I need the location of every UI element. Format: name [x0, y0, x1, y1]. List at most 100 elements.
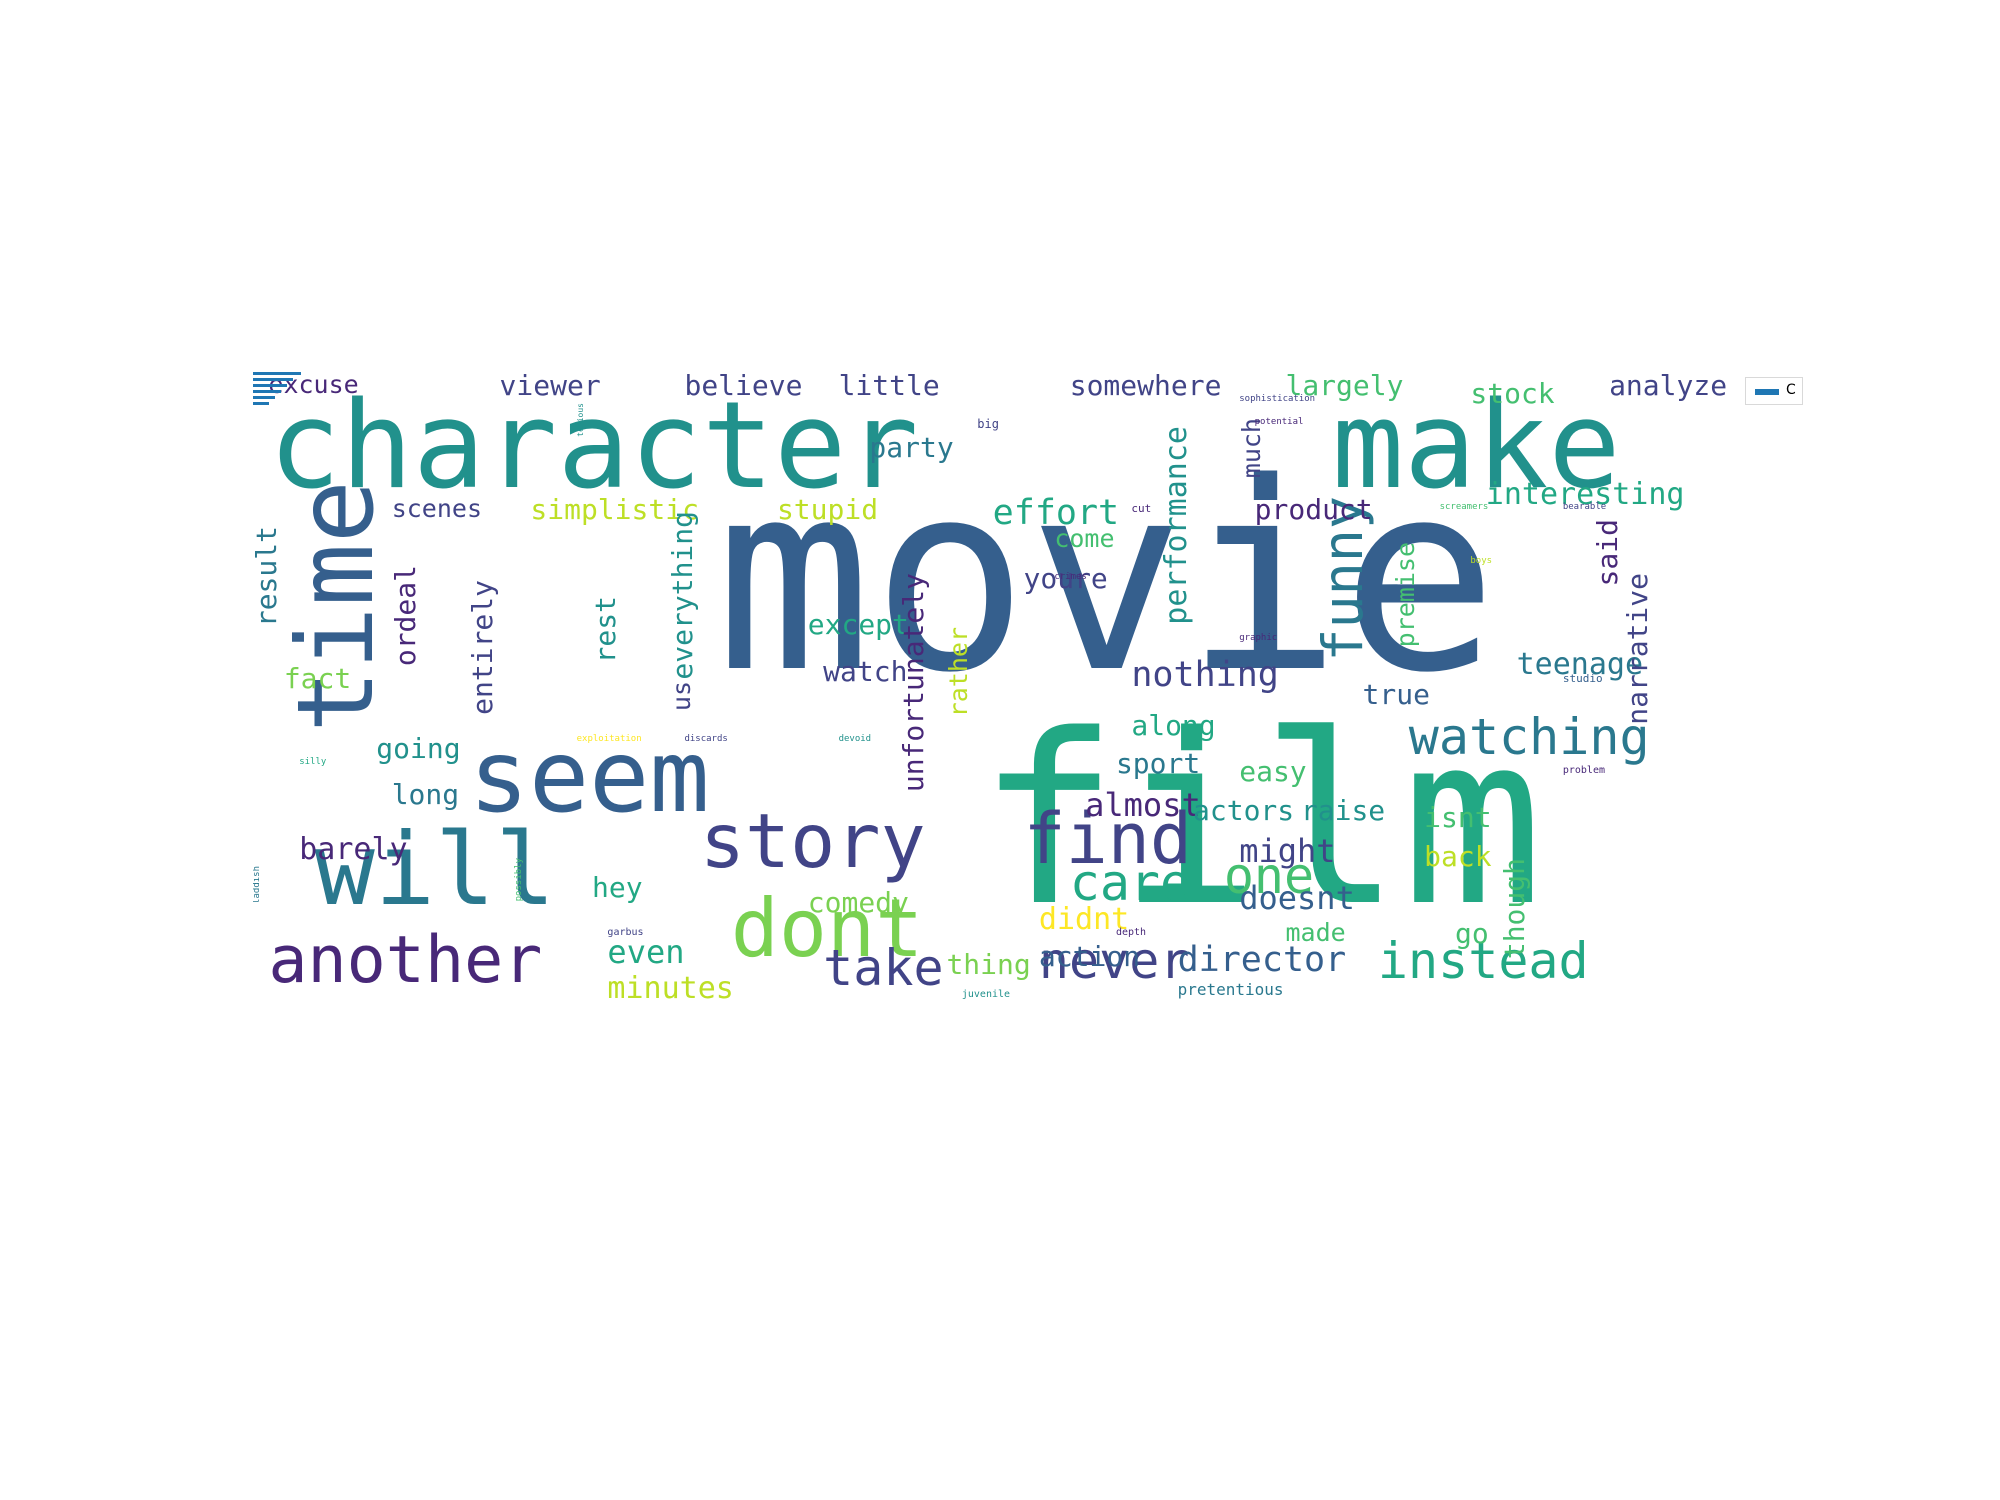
cloud-word: back — [1424, 839, 1492, 873]
cloud-word: believe — [684, 372, 803, 402]
cloud-word: said — [1590, 518, 1624, 587]
cloud-word: much — [1237, 418, 1267, 479]
cloud-word: narrative — [1621, 572, 1655, 725]
cloud-word: time — [274, 480, 397, 733]
cloud-word: easy — [1239, 755, 1307, 788]
cloud-word: dont — [730, 882, 924, 976]
cloud-word: rest — [589, 595, 623, 664]
cloud-word: unfortunately — [897, 572, 931, 792]
cloud-word: along — [1131, 708, 1216, 742]
cloud-word: effort — [992, 492, 1120, 533]
cloud-word: isnt — [1424, 801, 1492, 835]
cloud-word: possibly — [513, 858, 524, 902]
cloud-word: laddish — [253, 866, 262, 905]
cloud-word: product — [1254, 492, 1373, 526]
cloud-word: tedious — [575, 402, 585, 437]
cloud-word: everything — [666, 510, 700, 680]
cloud-word: character — [268, 377, 919, 517]
cloud-word: almost — [1085, 785, 1201, 824]
cloud-word: go — [1454, 917, 1489, 951]
cloud-word: hey — [592, 870, 643, 904]
cloud-word: stock — [1470, 376, 1555, 410]
cloud-word: crimes — [1054, 571, 1087, 582]
cloud-word: fact — [283, 662, 352, 696]
cloud-word: garbus — [607, 926, 644, 938]
cloud-word: simplistic — [530, 492, 699, 526]
cloud-word: come — [1054, 524, 1115, 554]
cloud-word: barely — [299, 832, 408, 868]
cloud-word: entirely — [465, 580, 499, 716]
cloud-word: find — [1023, 798, 1193, 881]
cloud-word: result — [253, 526, 283, 628]
cloud-word: big — [977, 417, 999, 432]
cloud-word: premise — [1391, 541, 1421, 648]
cloud-word: rather — [944, 626, 974, 718]
cloud-word: youre — [1023, 562, 1108, 595]
cloud-word: watch — [823, 654, 908, 688]
cloud-word: didnt — [1038, 901, 1130, 937]
cloud-word: scenes — [391, 493, 482, 523]
cloud-word: performance — [1159, 426, 1195, 625]
cloud-word: pretentious — [1177, 979, 1284, 999]
cloud-word: long — [391, 778, 460, 812]
cloud-word: party — [869, 430, 954, 464]
cloud-word: exploitation — [576, 733, 642, 744]
cloud-word: cut — [1131, 502, 1152, 516]
cloud-word: doesnt — [1239, 878, 1355, 917]
legend-marker-icon — [253, 372, 301, 408]
cloud-word: minutes — [607, 971, 734, 1007]
cloud-word: seem — [468, 718, 710, 836]
cloud-word: will — [314, 810, 556, 928]
cloud-word: ordeal — [388, 565, 422, 667]
cloud-word: sport — [1115, 747, 1201, 781]
cloud-word: sophistication — [1239, 394, 1316, 405]
cloud-word: interesting — [1485, 477, 1685, 513]
cloud-word: action — [1038, 940, 1141, 974]
cloud-word: film — [977, 684, 1544, 958]
cloud-word: bearable — [1562, 502, 1607, 513]
cloud-word: graphic — [1239, 633, 1278, 644]
cloud-word: screamers — [1439, 502, 1489, 513]
cloud-word: viewer — [499, 372, 601, 402]
legend: C — [1745, 377, 1803, 405]
cloud-word: make — [1331, 377, 1621, 517]
cloud-word: teenage — [1516, 646, 1644, 682]
cloud-word: even — [607, 932, 685, 971]
cloud-word: made — [1285, 918, 1346, 948]
cloud-word: problem — [1562, 764, 1605, 776]
cloud-word: juvenile — [961, 988, 1011, 1000]
cloud-word: story — [699, 797, 926, 886]
cloud-word: analyze — [1609, 372, 1728, 402]
cloud-word: nothing — [1131, 654, 1279, 695]
cloud-word: thing — [946, 948, 1031, 981]
cloud-word: depth — [1115, 926, 1147, 938]
cloud-word: another — [268, 922, 543, 998]
cloud-word: take — [823, 939, 944, 998]
cloud-word: watching — [1408, 707, 1650, 766]
cloud-word: us — [667, 680, 697, 711]
cloud-word: potential — [1254, 417, 1304, 428]
cloud-word: true — [1362, 677, 1430, 711]
cloud-word: instead — [1377, 931, 1589, 990]
legend-swatch — [1755, 389, 1779, 395]
cloud-word: silly — [299, 757, 327, 767]
cloud-word: going — [376, 731, 461, 765]
cloud-word: director — [1177, 940, 1347, 981]
cloud-word: one — [1223, 846, 1315, 905]
cloud-word: raise — [1300, 793, 1386, 827]
cloud-word: studio — [1562, 672, 1603, 686]
cloud-word: care — [1069, 854, 1191, 913]
cloud-word: discards — [684, 733, 728, 744]
cloud-word: devoid — [838, 733, 872, 744]
cloud-word: stupid — [776, 492, 879, 526]
cloud-word: somewhere — [1069, 372, 1222, 402]
word-cloud: movie film character make time seem will story d… — [253, 372, 1794, 1144]
cloud-word: little — [838, 372, 940, 402]
legend-label: C — [1786, 382, 1796, 398]
cloud-word: though — [1498, 858, 1532, 960]
cloud-word: actors — [1193, 793, 1295, 827]
cloud-word: movie — [715, 428, 1498, 731]
cloud-word: never — [1038, 931, 1190, 990]
cloud-word: boys — [1470, 556, 1493, 567]
cloud-word: largely — [1285, 372, 1404, 402]
